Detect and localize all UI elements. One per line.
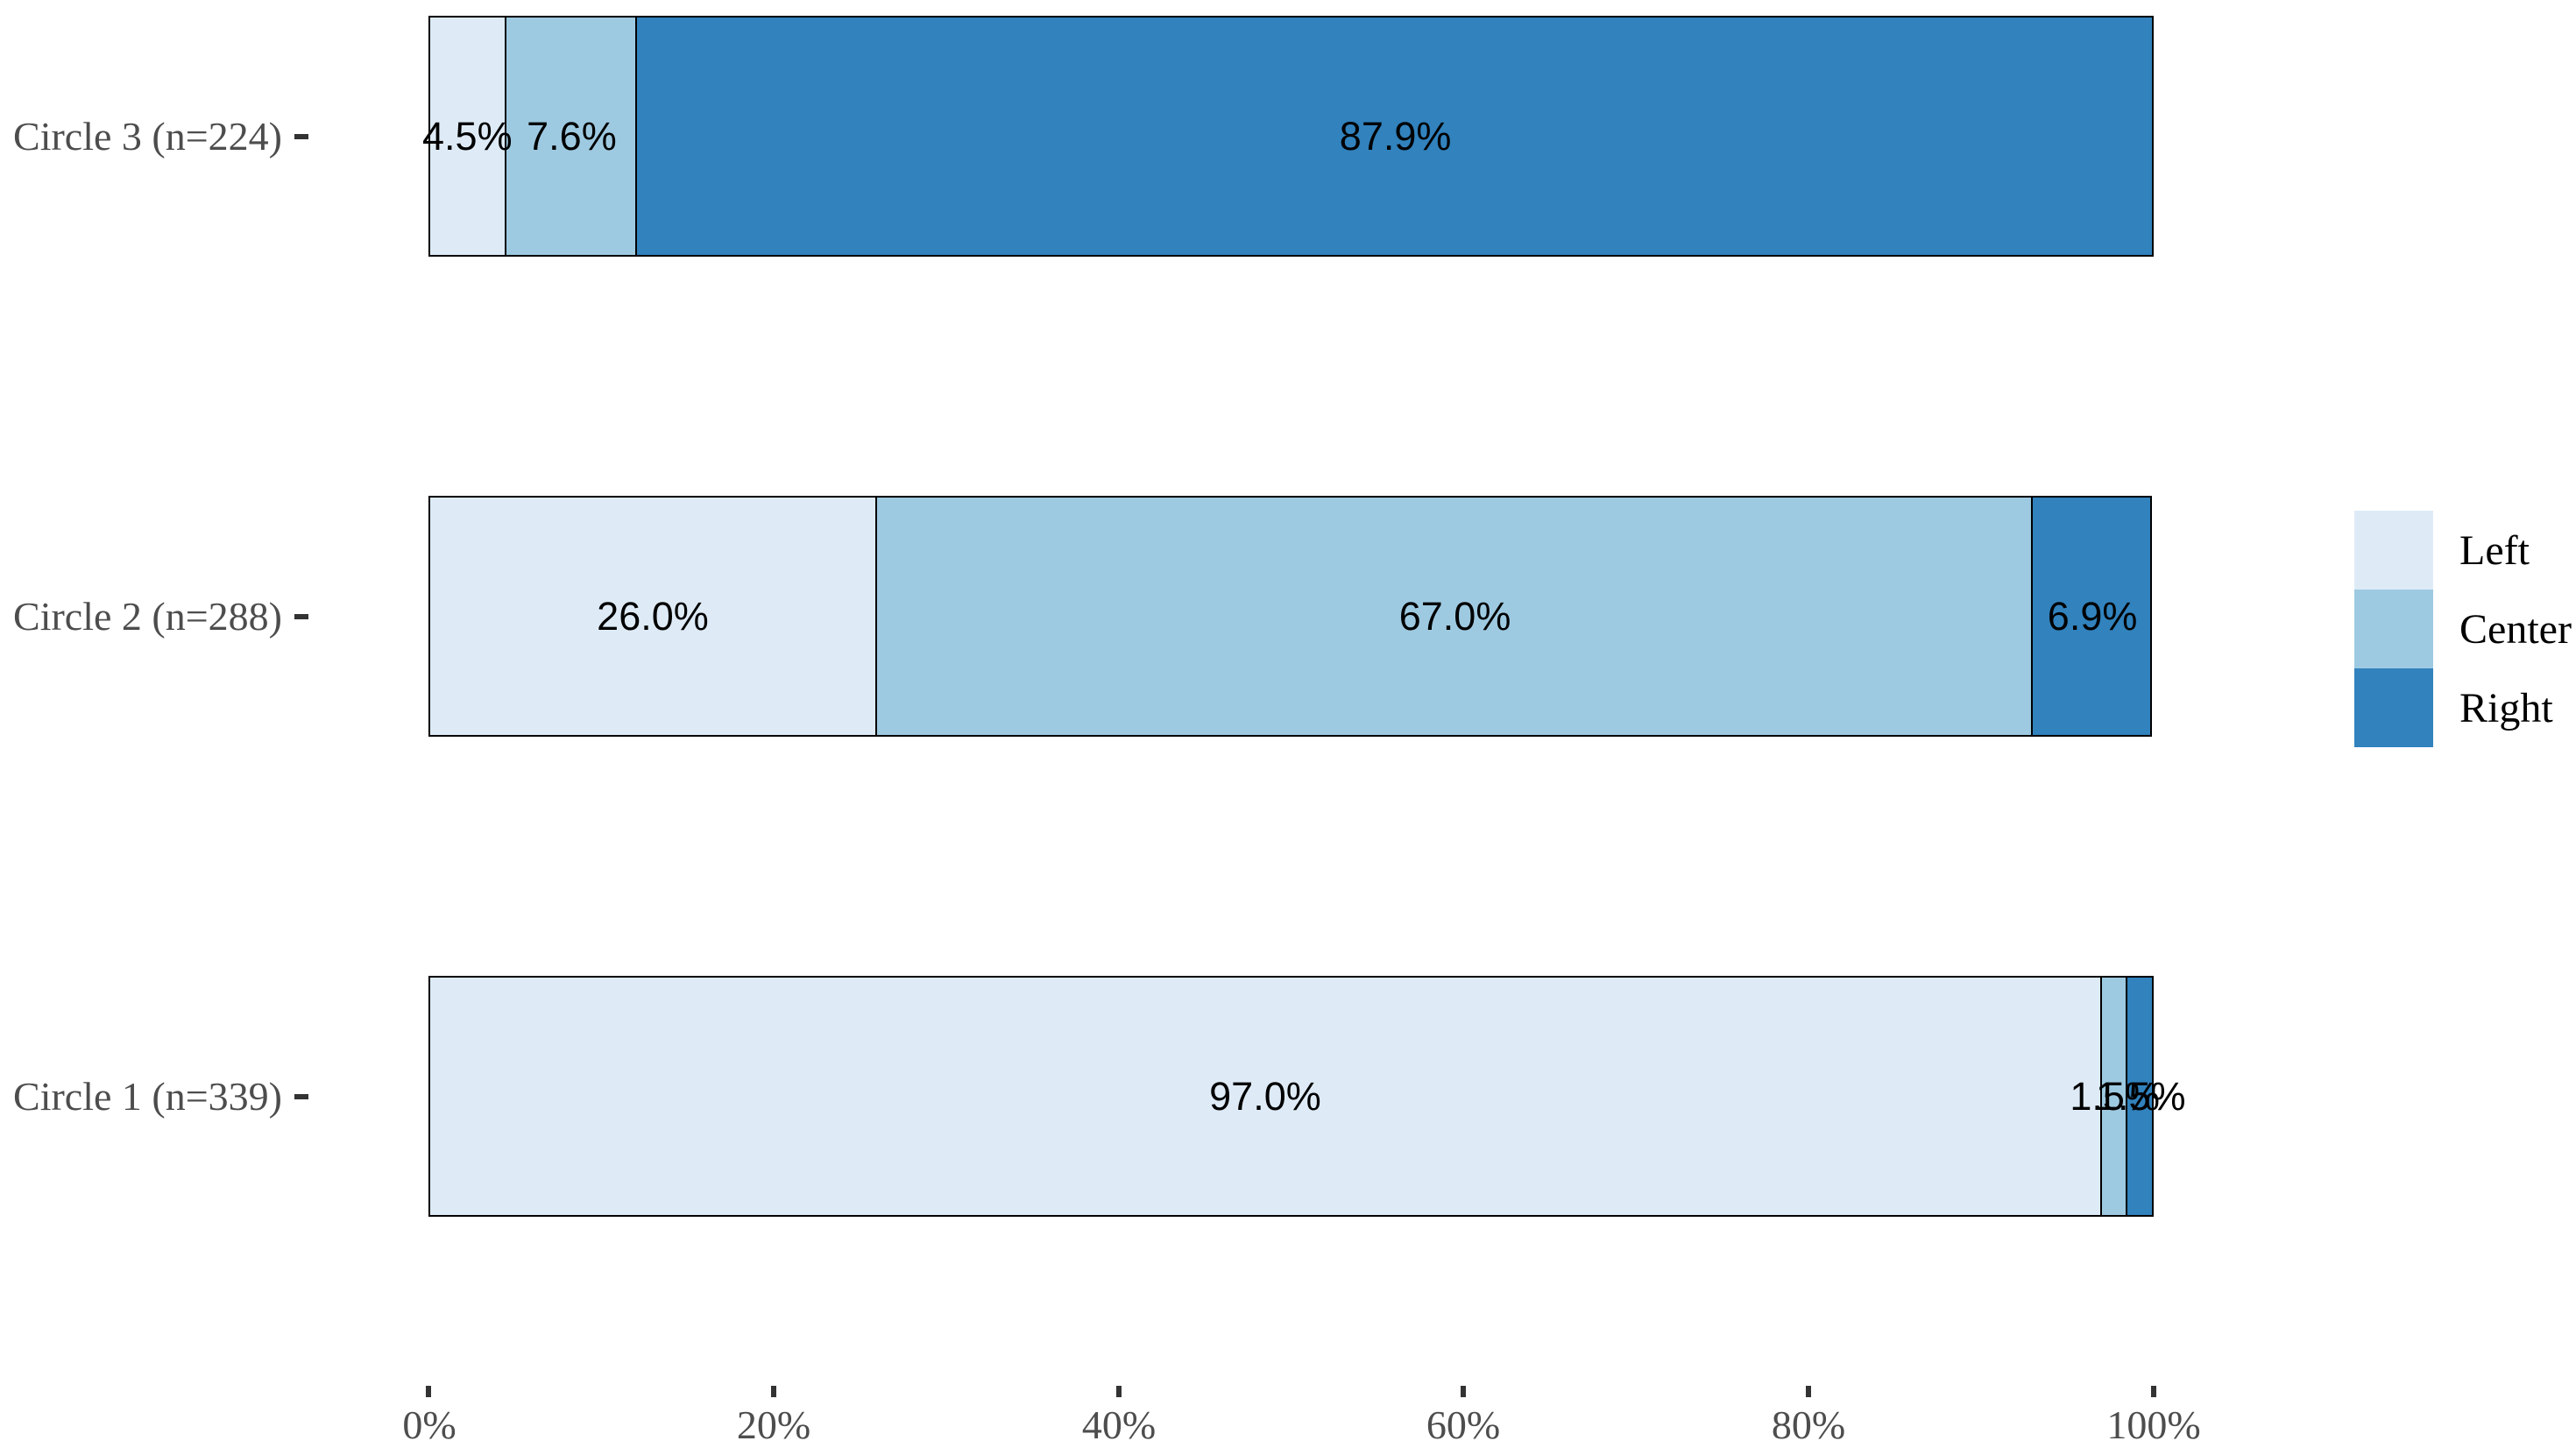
x-tick-label: 80% [1771, 1402, 1846, 1447]
bar-value-label: 26.0% [597, 593, 709, 639]
bar-value-label: 67.0% [1398, 593, 1511, 639]
legend-swatch-right-icon [2354, 668, 2433, 747]
y-axis-tick [294, 1093, 308, 1099]
x-tick-label: 100% [2106, 1402, 2201, 1447]
bar-value-label: 1.5% [2095, 1073, 2186, 1119]
y-axis-label: Circle 2 (n=288) [13, 594, 282, 639]
bar-value-label: 87.9% [1339, 113, 1452, 159]
legend-label-left: Left [2459, 526, 2530, 574]
bar-segment-center [504, 16, 638, 257]
legend-label-center: Center [2459, 605, 2572, 653]
y-axis-tick [294, 613, 308, 619]
bar-value-label: 6.9% [2047, 593, 2138, 639]
x-tick-label: 0% [402, 1402, 456, 1447]
bar-segment-center [874, 496, 2034, 737]
bar-segment-right [635, 16, 2154, 257]
bar-row: 26.0% 67.0% 6.9% [428, 496, 2154, 737]
legend-swatch-left-icon [2354, 511, 2433, 590]
bar-value-label: 4.5% [422, 113, 513, 159]
x-axis-tick [1461, 1386, 1466, 1397]
x-tick-label: 60% [1426, 1402, 1501, 1447]
x-axis-tick [1116, 1386, 1122, 1397]
legend: Left Center Right [2354, 511, 2572, 747]
legend-swatch-center-icon [2354, 590, 2433, 668]
x-tick-label: 20% [736, 1402, 811, 1447]
x-axis-tick [2151, 1386, 2156, 1397]
y-axis-tick [294, 133, 308, 139]
legend-item-right: Right [2354, 668, 2572, 747]
x-axis-tick [426, 1386, 431, 1397]
x-axis-tick [771, 1386, 776, 1397]
legend-label-right: Right [2459, 684, 2553, 731]
legend-item-center: Center [2354, 590, 2572, 668]
bar-row: 97.0% 1.5% 1.5% [428, 976, 2186, 1217]
bar-segment-left [428, 496, 877, 737]
bar-value-label: 7.6% [527, 113, 617, 159]
bar-segment-right [2031, 496, 2153, 737]
bar-value-label: 1.5% [2070, 1073, 2160, 1119]
bar-segment-left [428, 976, 2102, 1217]
y-axis-label: Circle 1 (n=339) [13, 1074, 282, 1119]
x-tick-label: 40% [1081, 1402, 1157, 1447]
x-axis-tick [1806, 1386, 1811, 1397]
bar-row: 4.5% 7.6% 87.9% [422, 16, 2154, 257]
legend-item-left: Left [2354, 511, 2572, 590]
bar-segment-right [2126, 976, 2154, 1217]
y-axis-label: Circle 3 (n=224) [13, 114, 282, 159]
bar-value-label: 97.0% [1209, 1073, 1321, 1119]
